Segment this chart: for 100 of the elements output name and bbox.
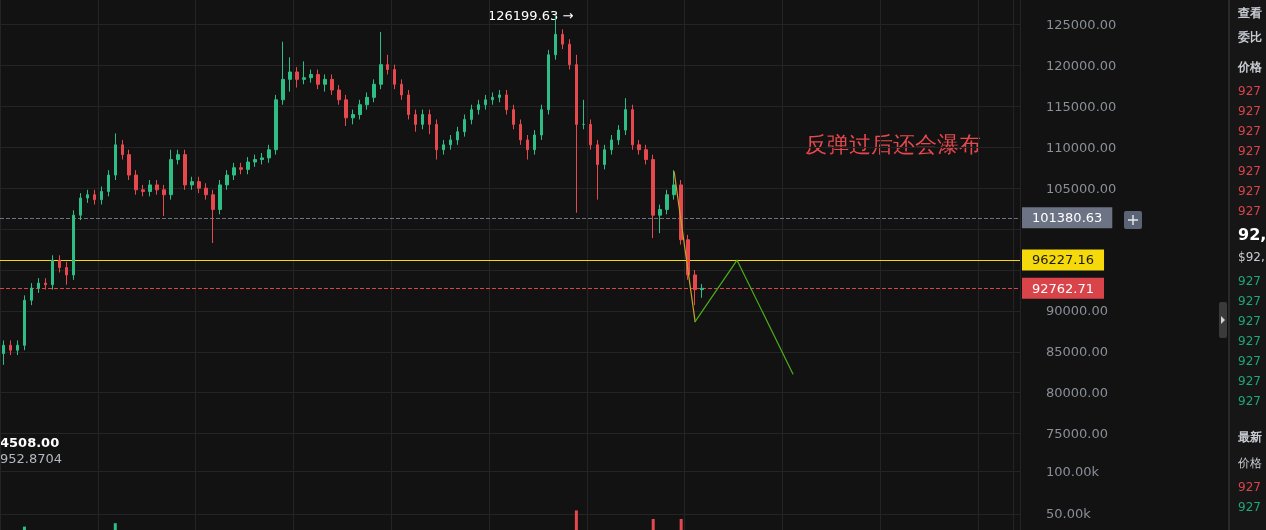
candlestick (400, 78, 403, 101)
candlestick (624, 97, 627, 136)
candlestick (141, 184, 145, 197)
candlestick (58, 254, 61, 273)
candlestick (23, 294, 26, 351)
candlestick (176, 149, 180, 165)
text: 927 (1238, 143, 1261, 160)
candlestick (148, 179, 152, 197)
candlestick (127, 149, 131, 181)
candlestick (330, 73, 334, 96)
text: $92, (1238, 249, 1265, 266)
text: 927 (1238, 393, 1261, 410)
text: 927 (1238, 203, 1261, 220)
y-tick-label: 100.00k (1046, 463, 1100, 479)
y-tick-label: 85000.00 (1046, 344, 1109, 360)
text: 927 (1238, 83, 1261, 100)
candlestick (323, 73, 327, 93)
ref-line-label: 96227.16 (1032, 252, 1095, 268)
y-tick-label: 120000.00 (1046, 57, 1117, 73)
candlestick (302, 60, 306, 85)
candlestick (421, 109, 424, 130)
candlestick (547, 49, 550, 116)
text: 927 (1238, 499, 1261, 516)
candlestick (169, 149, 173, 201)
candlestick (484, 94, 487, 111)
y-tick-label: 90000.00 (1046, 303, 1109, 319)
candlestick (568, 38, 571, 71)
text: 927 (1238, 479, 1261, 496)
text: 927 (1238, 333, 1261, 350)
y-tick-label: 80000.00 (1046, 385, 1109, 401)
candlestick (407, 89, 410, 120)
candlestick (540, 104, 543, 141)
candlestick (644, 144, 648, 165)
candlestick (435, 118, 438, 161)
y-tick-label: 125000.00 (1046, 17, 1117, 33)
candlestick (134, 169, 138, 196)
candlestick (211, 189, 215, 244)
candlestick (449, 134, 452, 151)
candlestick (651, 154, 655, 239)
candlestick (379, 31, 383, 90)
text: 委比 (1238, 29, 1262, 46)
annotation: 126199.63 → (488, 8, 574, 23)
candlestick (700, 283, 704, 299)
candlestick (316, 69, 320, 90)
candlestick (351, 109, 355, 125)
candlestick (603, 144, 606, 170)
candlestick (428, 109, 431, 135)
text: 927 (1238, 273, 1261, 290)
candlestick (114, 132, 117, 181)
ref-line-label: 101380.63 (1032, 210, 1103, 226)
text: 最新 (1238, 429, 1262, 446)
candlestick (246, 156, 250, 175)
candlestick (162, 184, 166, 217)
text: 927 (1238, 313, 1261, 330)
candlestick (9, 339, 12, 356)
text: 价格 (1238, 455, 1262, 472)
candlestick (393, 64, 396, 90)
text: 927 (1238, 373, 1261, 390)
candlestick (218, 179, 222, 215)
candlestick (414, 109, 417, 133)
candlestick (477, 99, 480, 116)
candlestick (672, 169, 676, 201)
candlestick (239, 162, 243, 175)
text: 价格 (1238, 59, 1262, 76)
text: 927 (1238, 103, 1261, 120)
candlestick (100, 186, 103, 206)
candlestick (456, 126, 459, 146)
y-tick-label: 115000.00 (1046, 98, 1117, 114)
candlestick (93, 189, 96, 206)
candlestick (72, 209, 75, 281)
candlestick (470, 104, 473, 125)
candlestick (86, 189, 89, 204)
candlestick (51, 254, 54, 291)
text: 927 (1238, 183, 1261, 200)
text: 92, (1238, 225, 1266, 244)
y-tick-label: 75000.00 (1046, 426, 1109, 442)
candlestick (533, 129, 536, 156)
candlestick (658, 204, 662, 234)
candlestick (79, 192, 82, 221)
candlestick (561, 28, 564, 50)
candlestick (372, 78, 376, 103)
candlestick (519, 118, 522, 146)
candlestick (260, 152, 264, 165)
candlestick (337, 84, 341, 106)
candlestick (596, 139, 599, 201)
candlestick (309, 69, 313, 84)
candlestick (204, 182, 208, 201)
candlestick (637, 139, 641, 156)
candlestick (442, 139, 445, 156)
candlestick (589, 118, 592, 151)
y-tick-label: 50.00k (1046, 506, 1092, 522)
candlestick (232, 162, 236, 181)
candlestick (16, 339, 19, 356)
text: 查看 (1238, 5, 1262, 22)
candlestick (155, 179, 159, 196)
text: 927 (1238, 293, 1261, 310)
ref-line-label: 92762.71 (1032, 280, 1095, 296)
candlestick (386, 54, 389, 75)
candlestick (463, 114, 466, 138)
candlestick (197, 176, 201, 194)
